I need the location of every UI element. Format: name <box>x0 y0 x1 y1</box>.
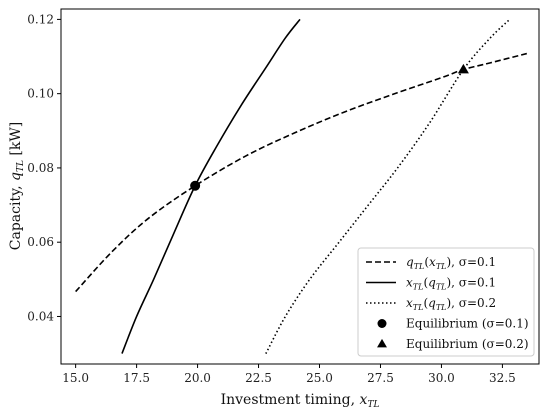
x-tick-label: 30.0 <box>428 371 455 385</box>
legend-entry: Equilibrium (σ=0.1) <box>377 317 529 331</box>
x-tick-label: 22.5 <box>245 371 272 385</box>
x-tick-label: 17.5 <box>123 371 150 385</box>
series-line-2 <box>121 18 301 354</box>
y-tick-label: 0.12 <box>27 12 54 26</box>
marker-layer <box>190 63 469 191</box>
legend-marker <box>377 338 387 348</box>
x-tick-label: 27.5 <box>367 371 394 385</box>
y-tick-label: 0.08 <box>27 161 54 175</box>
legend: qTL(xTL), σ=0.1 xTL(qTL), σ=0.1 xTL(qTL), … <box>357 247 535 357</box>
legend-label: Equilibrium (σ=0.2) <box>406 337 529 351</box>
legend-entry: qTL(xTL), σ=0.1 <box>366 255 496 271</box>
y-tick-label: 0.06 <box>27 235 54 249</box>
legend-label: xTL(qTL), σ=0.1 <box>406 276 496 292</box>
equilibrium-marker-2 <box>457 63 469 74</box>
legend-label: Equilibrium (σ=0.1) <box>406 317 529 331</box>
legend-entry: xTL(qTL), σ=0.1 <box>366 276 496 292</box>
x-axis-label: Investment timing, xTL <box>221 392 380 410</box>
y-axis-label: Capacity, qTL [kW] <box>8 122 26 250</box>
y-axis: 0.04 0.06 0.08 0.10 0.12 <box>27 12 61 323</box>
x-tick-label: 32.5 <box>489 371 516 385</box>
x-tick-label: 20.0 <box>184 371 211 385</box>
legend-box <box>357 247 535 357</box>
legend-entry: xTL(qTL), σ=0.2 <box>366 296 496 312</box>
legend-label: qTL(xTL), σ=0.1 <box>406 255 496 271</box>
x-tick-label: 15.0 <box>62 371 89 385</box>
x-tick-label: 25.0 <box>306 371 333 385</box>
legend-marker <box>377 319 387 328</box>
x-axis: 15.0 17.5 20.0 22.5 25.0 27.5 30.0 32.5 <box>62 364 516 385</box>
legend-label: xTL(qTL), σ=0.2 <box>406 296 496 312</box>
series-line-3 <box>265 18 511 354</box>
y-tick-label: 0.04 <box>27 309 54 323</box>
plot-frame <box>60 8 540 365</box>
y-tick-label: 0.10 <box>27 87 54 101</box>
legend-entry: Equilibrium (σ=0.2) <box>377 337 529 351</box>
equilibrium-marker-1 <box>190 180 201 191</box>
